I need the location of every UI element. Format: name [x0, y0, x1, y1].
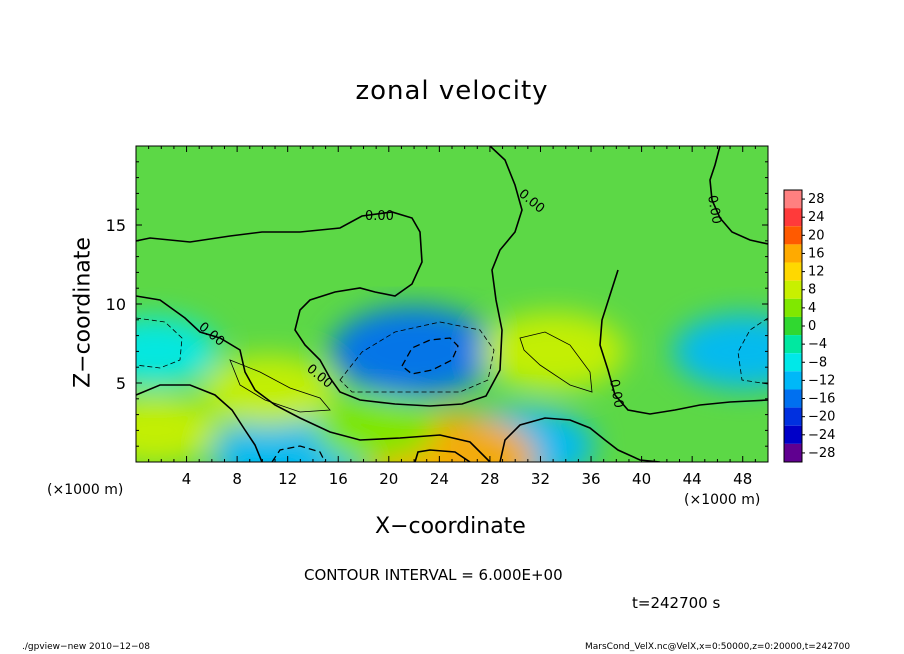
x-unit-label-left: (×1000 m) [47, 482, 124, 498]
contour-thin-pos [519, 331, 593, 393]
colorbar-swatch [784, 389, 802, 408]
field-feature [330, 306, 499, 397]
chart-title: zonal velocity [355, 76, 549, 106]
x-axis: 4 8 12 16 20 24 28 32 36 40 44 48 [148, 146, 756, 488]
colorbar-swatch [784, 190, 802, 209]
contour-interval-text: CONTOUR INTERVAL = 6.000E+00 [304, 566, 563, 584]
contour-thin-right [737, 317, 768, 385]
field-feature [136, 396, 219, 462]
colorbar-swatch [784, 298, 802, 317]
colorbar-swatch [784, 425, 802, 444]
colorbar-swatch [784, 280, 802, 299]
contour-zero-upper [136, 146, 523, 407]
colorbar-swatch [784, 335, 802, 354]
colorbar-swatch [784, 443, 802, 462]
contour-zero-left [136, 295, 491, 462]
colorbar-swatch [784, 316, 802, 336]
colorbar-label: 28 [808, 192, 825, 207]
x-tick-label: 48 [733, 470, 752, 488]
footer-left: ./gpview−new 2010−12−08 [22, 642, 150, 652]
colorbar-label: −8 [808, 355, 827, 370]
colorbar-swatch [784, 407, 802, 426]
colorbar-swatch [784, 208, 802, 227]
footer-right: MarsCond_VelX.nc@VelX,x=0:50000,z=0:2000… [585, 642, 851, 652]
x-tick-label: 40 [632, 470, 651, 488]
x-tick-label: 32 [531, 470, 550, 488]
y-axis: 5 10 15 [106, 161, 768, 447]
colorbar-label: 0 [808, 319, 816, 334]
contour-zero-bottom-right [499, 417, 661, 462]
plot-area [136, 146, 768, 462]
contour-zero-bottom-left [136, 384, 263, 462]
field-feature [136, 317, 219, 386]
field-feature [315, 397, 437, 462]
x-tick-label: 20 [379, 470, 398, 488]
contour-zero-lens [414, 449, 471, 462]
contour-neg-center [401, 337, 459, 375]
contour-zero-mid [599, 269, 768, 415]
colorbar-label: −28 [808, 446, 835, 461]
colorbar-label: 20 [808, 228, 825, 243]
contour-thin-pos-left [229, 359, 331, 413]
contour-label: 0.00 [606, 378, 626, 409]
colorbar-swatch [784, 244, 802, 263]
x-tick-label: 28 [480, 470, 499, 488]
x-tick-label: 36 [581, 470, 600, 488]
colorbar-label: 8 [808, 283, 816, 298]
colorbar-label: 4 [808, 301, 816, 316]
contour-label: 0.00 [704, 194, 724, 225]
colorbar-swatch [784, 371, 802, 390]
x-axis-label: X−coordinate [375, 514, 526, 539]
x-tick-label: 12 [278, 470, 297, 488]
colorbar: 28 24 20 16 12 8 4 0 −4 −8 −12 −16 −20 −24 −28 [783, 189, 835, 463]
contour-zero-right [709, 146, 768, 245]
y-tick-label: 10 [106, 295, 126, 314]
contour-thin-left [136, 317, 183, 369]
colorbar-swatch [784, 226, 802, 245]
colorbar-label: −24 [808, 428, 835, 443]
colorbar-label: 12 [808, 265, 825, 280]
colorbar-label: −12 [808, 373, 835, 388]
field-feature [672, 313, 768, 389]
colorbar-swatch [784, 353, 802, 372]
x-tick-label: 44 [683, 470, 702, 488]
y-tick-label: 5 [116, 374, 126, 393]
x-tick-label: 8 [232, 470, 242, 488]
colorbar-label: 16 [808, 246, 825, 261]
x-tick-label: 4 [182, 470, 192, 488]
x-tick-label: 16 [329, 470, 348, 488]
colorbar-swatch [784, 262, 802, 281]
x-tick-label: 24 [430, 470, 449, 488]
colorbar-label: −16 [808, 392, 835, 407]
contour-label: 0.00 [365, 209, 394, 224]
x-unit-label-right: (×1000 m) [684, 492, 761, 508]
time-label: t=242700 s [632, 594, 721, 612]
y-tick-label: 15 [106, 216, 126, 235]
contour-neg-bottom-left [271, 445, 326, 462]
contour-lines [136, 146, 768, 462]
colorbar-label: 24 [808, 210, 825, 225]
colorbar-label: −20 [808, 410, 835, 425]
colorbar-label: −4 [808, 337, 827, 352]
contour-thin-center [339, 321, 495, 393]
field-feature [480, 312, 627, 391]
